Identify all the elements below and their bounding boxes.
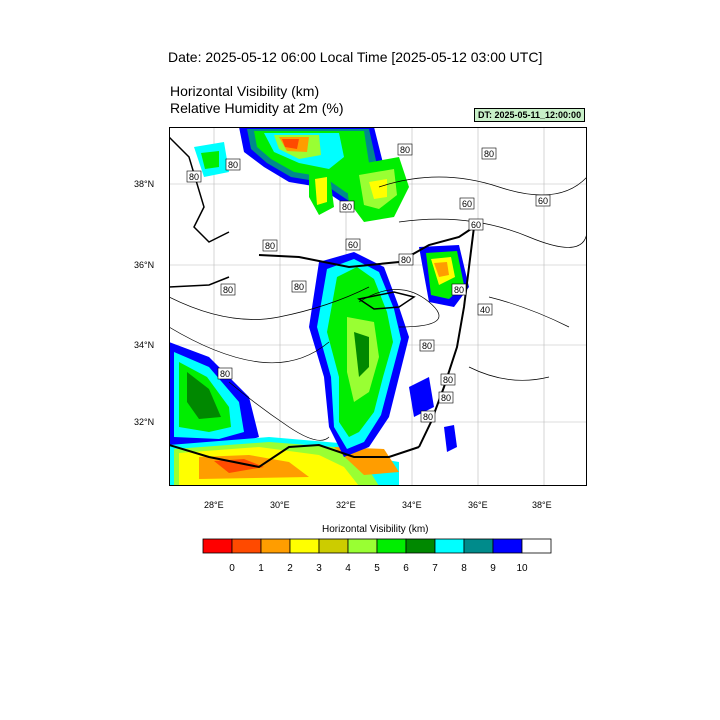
contour-label: 80 <box>451 283 467 296</box>
lon-label-36: 36°E <box>468 500 488 510</box>
map-frame <box>169 127 587 486</box>
legend-title: Horizontal Visibility (km) <box>322 524 429 535</box>
field-title-visibility: Horizontal Visibility (km) <box>170 83 320 99</box>
lon-label-32: 32°E <box>336 500 356 510</box>
contour-label-text: 80 <box>189 172 199 182</box>
contour-label: 80 <box>291 280 307 293</box>
contour-label: 80 <box>220 283 236 296</box>
contour-label: 80 <box>225 158 241 171</box>
legend-tick-label: 7 <box>432 563 438 574</box>
contour-label: 80 <box>217 367 233 380</box>
visibility-west-egypt <box>169 342 259 447</box>
contour-label-group: 80 80 80 80 80 80 80 80 60 60 60 60 80 8… <box>186 143 551 423</box>
contour-label: 80 <box>398 253 414 266</box>
legend-tick-label: 3 <box>316 563 322 574</box>
contour-label-text: 80 <box>422 341 432 351</box>
legend-swatch <box>463 538 494 554</box>
legend-swatch <box>260 538 291 554</box>
visibility-aegean <box>194 127 409 222</box>
legend-tick-label: 8 <box>461 563 467 574</box>
lat-label-36: 36°N <box>134 260 155 270</box>
coast-egypt <box>169 443 420 469</box>
contour-label-text: 80 <box>423 412 433 422</box>
contour-label-text: 80 <box>342 202 352 212</box>
lat-label-34: 34°N <box>134 340 155 350</box>
contour-label-text: 80 <box>454 285 464 295</box>
legend-swatch <box>318 538 349 554</box>
contour-label-text: 60 <box>462 199 472 209</box>
contour-label: 80 <box>438 391 454 404</box>
legend-tick-label: 2 <box>287 563 293 574</box>
legend-swatch <box>231 538 262 554</box>
legend-colorbar <box>202 538 552 554</box>
legend-swatch <box>289 538 320 554</box>
contour-label: 60 <box>345 238 361 251</box>
legend-swatch <box>405 538 436 554</box>
contour-label-text: 80 <box>401 255 411 265</box>
contour-label-text: 60 <box>471 220 481 230</box>
contour-label-text: 80 <box>400 145 410 155</box>
legend-tick-label: 4 <box>345 563 351 574</box>
contour-label: 60 <box>535 194 551 207</box>
lon-label-34: 34°E <box>402 500 422 510</box>
contour-label-text: 40 <box>480 305 490 315</box>
legend-tick-label: 5 <box>374 563 380 574</box>
contour-label: 80 <box>262 239 278 252</box>
lon-label-28: 28°E <box>204 500 224 510</box>
rh-contours <box>169 176 587 441</box>
contour-label: 80 <box>186 170 202 183</box>
contour-label: 60 <box>468 218 484 231</box>
contour-label: 80 <box>339 200 355 213</box>
contour-label: 80 <box>397 143 413 156</box>
legend-tick-label: 1 <box>258 563 264 574</box>
contour-label-text: 80 <box>484 149 494 159</box>
contour-label-text: 60 <box>538 196 548 206</box>
contour-label: 80 <box>440 373 456 386</box>
coast-cyprus <box>357 291 416 310</box>
contour-label-text: 60 <box>348 240 358 250</box>
legend-swatch <box>492 538 523 554</box>
coast-crete <box>169 276 230 288</box>
legend-swatch <box>376 538 407 554</box>
legend-tick-label: 10 <box>516 563 528 574</box>
field-title-humidity: Relative Humidity at 2m (%) <box>170 100 344 116</box>
contour-label-text: 80 <box>223 285 233 295</box>
date-title: Date: 2025-05-12 06:00 Local Time [2025-… <box>168 49 543 65</box>
contour-label: 40 <box>477 303 493 316</box>
contour-label-text: 80 <box>294 282 304 292</box>
contour-label-text: 80 <box>265 241 275 251</box>
legend-tick-label: 0 <box>229 563 235 574</box>
contour-label-text: 80 <box>441 393 451 403</box>
legend-tick-label: 9 <box>490 563 496 574</box>
lon-label-38: 38°E <box>532 500 552 510</box>
lat-label-38: 38°N <box>134 179 155 189</box>
legend-swatch <box>434 538 465 554</box>
lon-label-30: 30°E <box>270 500 290 510</box>
legend-tick-label: 6 <box>403 563 409 574</box>
legend-swatch <box>521 538 552 554</box>
contour-label-text: 80 <box>443 375 453 385</box>
contour-label-text: 80 <box>228 160 238 170</box>
lat-label-32: 32°N <box>134 417 155 427</box>
contour-label: 60 <box>459 197 475 210</box>
contour-label: 80 <box>420 410 436 423</box>
coast-greece <box>169 136 230 243</box>
legend-swatch <box>347 538 378 554</box>
contour-label: 80 <box>419 339 435 352</box>
legend-swatch <box>202 538 233 554</box>
contour-label: 80 <box>481 147 497 160</box>
dt-badge: DT: 2025-05-11_12:00:00 <box>474 108 586 122</box>
map-panel: 80 80 80 80 80 80 80 80 60 60 60 60 80 8… <box>169 127 587 486</box>
contour-label-text: 80 <box>220 369 230 379</box>
